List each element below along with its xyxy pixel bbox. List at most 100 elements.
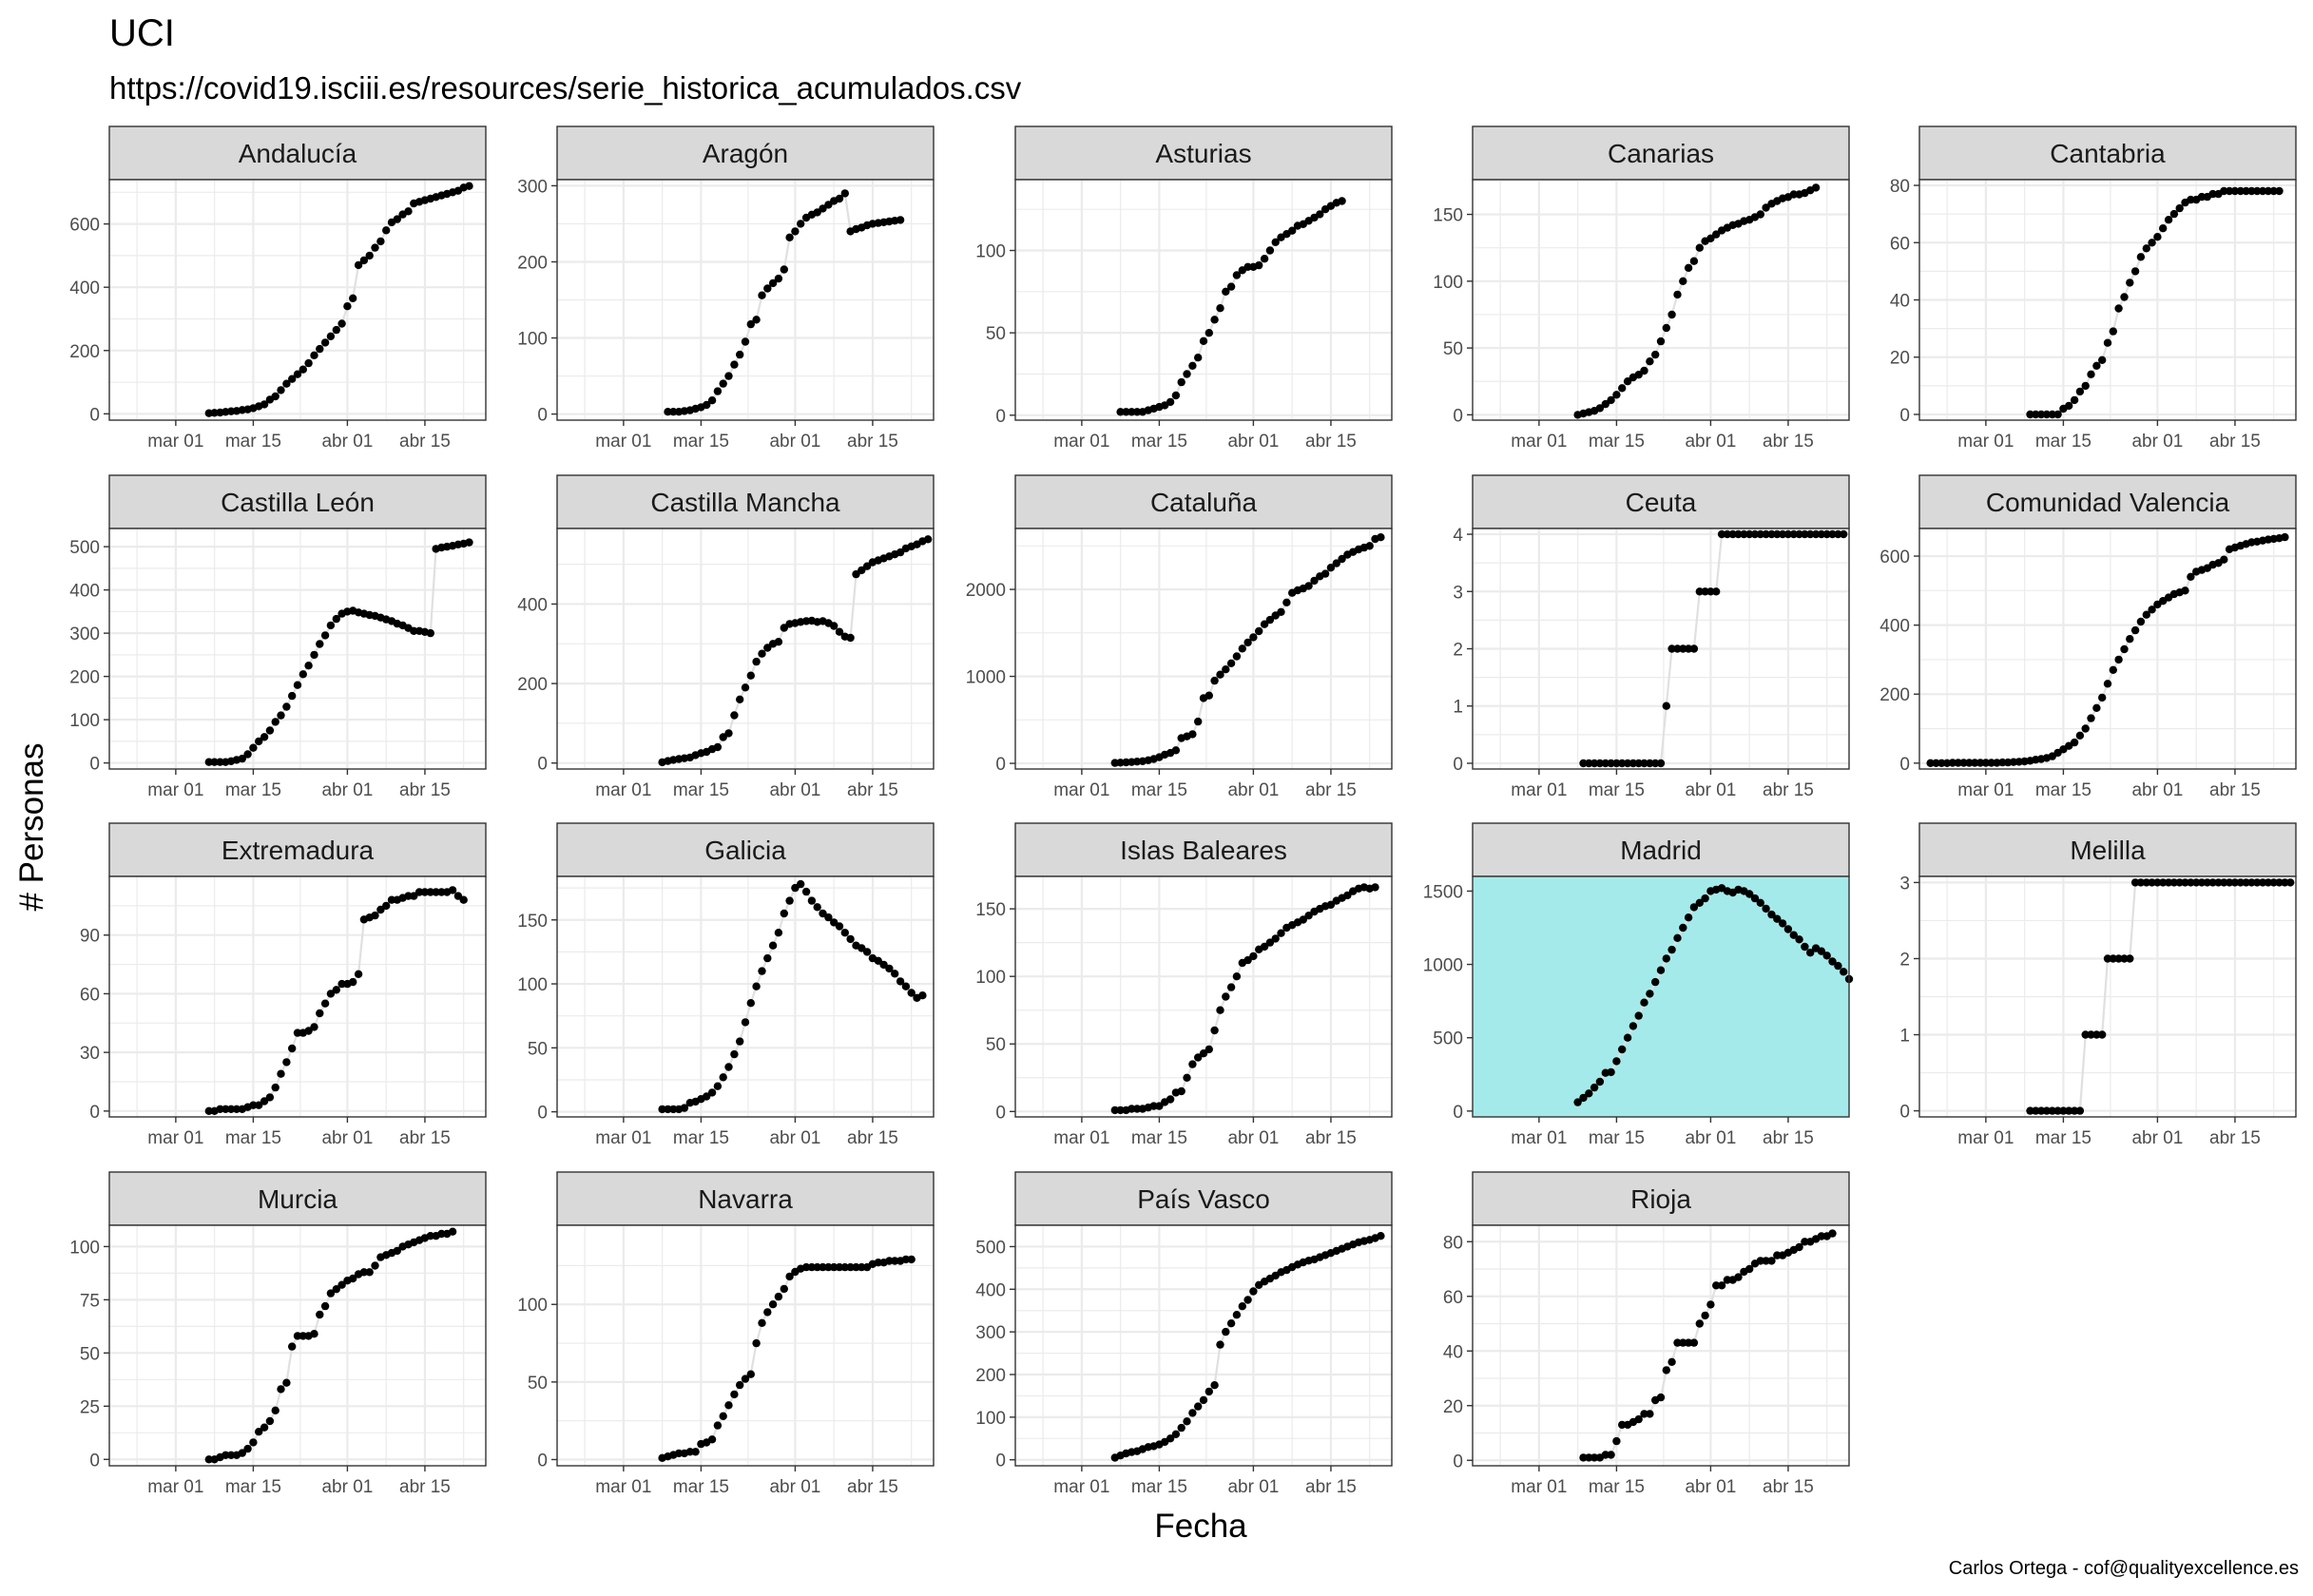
- facet-strip-label: Aragón: [703, 139, 788, 168]
- facet-andalucia: Andalucía 0 200 400 600 mar 01 mar 15 abr 01 abr…: [69, 125, 487, 452]
- data-point: [2087, 1030, 2095, 1039]
- data-point: [337, 979, 346, 989]
- panel-grid: [1015, 180, 1392, 420]
- data-point: [1789, 529, 1799, 539]
- x-tick-label: abr 15: [847, 780, 898, 800]
- data-point: [1260, 620, 1269, 628]
- x-tick-label: mar 01: [1511, 432, 1567, 452]
- data-point: [1607, 1451, 1615, 1459]
- data-point: [1932, 759, 1940, 767]
- facet-cantabria: Cantabria 0 20 40 60 80 mar 01 mar 15 abr 01 abr …: [1890, 125, 2297, 452]
- data-point: [2269, 186, 2278, 196]
- panel-grid: [1919, 529, 2296, 769]
- y-tick-label: 400: [1879, 617, 1910, 637]
- panel-grid: [109, 180, 486, 420]
- data-point: [1332, 559, 1341, 567]
- y-tick-label: 500: [69, 538, 100, 558]
- data-point: [691, 1448, 700, 1456]
- data-point: [371, 1261, 379, 1270]
- data-point: [835, 1262, 844, 1272]
- y-tick-label: 0: [995, 1452, 1006, 1471]
- y-tick-label: 0: [995, 755, 1006, 775]
- data-point: [768, 941, 778, 950]
- facet-comunidad-valencia: Comunidad Valencia 0 200 400 600 mar 01 mar 15…: [1879, 474, 2297, 800]
- data-point: [432, 888, 440, 896]
- chart-subtitle: https://covid19.isciii.es/resources/seri…: [109, 70, 1022, 106]
- data-point: [1188, 1409, 1197, 1417]
- data-point: [204, 1106, 213, 1116]
- data-point: [730, 1049, 739, 1059]
- facet-strip-label: Andalucía: [239, 139, 357, 168]
- data-point: [752, 982, 761, 990]
- x-tick-label: abr 01: [2131, 780, 2183, 800]
- y-tick-label: 0: [1453, 406, 1463, 426]
- data-point: [840, 1262, 849, 1272]
- data-point: [1656, 759, 1666, 768]
- data-point: [1618, 1045, 1627, 1054]
- y-tick-label: 100: [69, 1238, 100, 1258]
- x-tick-label: abr 15: [1763, 1128, 1814, 1148]
- data-point: [1634, 1011, 1643, 1020]
- data-point: [249, 1101, 258, 1109]
- data-point: [320, 1301, 330, 1311]
- data-point: [1601, 1451, 1610, 1459]
- data-point: [1249, 1287, 1258, 1296]
- data-point: [326, 990, 336, 998]
- panel-border: [556, 875, 935, 1118]
- data-point: [1651, 977, 1660, 987]
- data-point: [1249, 952, 1258, 961]
- data-point: [1640, 759, 1648, 768]
- data-point: [1646, 990, 1654, 998]
- data-point: [1316, 210, 1324, 219]
- facet-strip-label: País Vasco: [1137, 1184, 1270, 1214]
- data-point: [664, 408, 672, 416]
- data-point: [1194, 1053, 1203, 1062]
- x-tick-label: abr 01: [2131, 432, 2183, 452]
- data-point: [2220, 186, 2228, 196]
- data-point: [1756, 210, 1765, 219]
- data-point: [326, 332, 336, 340]
- data-point: [277, 1069, 285, 1078]
- chart-title: UCI: [109, 12, 175, 54]
- data-point: [1706, 234, 1715, 242]
- data-point: [707, 396, 717, 405]
- data-point: [320, 338, 330, 347]
- y-tick-label: 0: [537, 406, 548, 426]
- data-point: [1255, 260, 1263, 270]
- data-point: [2181, 586, 2189, 595]
- data-point: [310, 351, 318, 359]
- panel-highlight-background: [1473, 876, 1849, 1117]
- data-point: [901, 982, 911, 990]
- data-point: [393, 1246, 401, 1256]
- data-point: [2258, 878, 2267, 887]
- panel-grid: [1473, 180, 1849, 420]
- data-point: [459, 895, 468, 904]
- x-tick-label: mar 15: [225, 1128, 281, 1148]
- data-point: [1723, 529, 1732, 539]
- data-point: [1926, 759, 1935, 767]
- data-point: [316, 1310, 324, 1319]
- data-point: [2126, 279, 2134, 287]
- data-point: [835, 922, 844, 931]
- panel-grid: [1015, 1225, 1392, 1466]
- data-point: [1238, 1302, 1247, 1311]
- y-tick-label: 100: [975, 1409, 1006, 1429]
- data-point: [1132, 408, 1142, 416]
- y-tick-label: 0: [89, 405, 100, 425]
- panel-background: [1015, 876, 1392, 1117]
- y-tick-label: 100: [517, 330, 548, 350]
- y-tick-label: 30: [80, 1044, 100, 1064]
- data-point: [2181, 878, 2189, 887]
- data-point: [349, 294, 357, 302]
- panel-grid: [557, 1225, 934, 1466]
- x-tick-label: mar 01: [595, 1477, 651, 1497]
- data-point: [1723, 1276, 1732, 1284]
- data-point: [2187, 572, 2195, 581]
- data-point: [1590, 759, 1599, 768]
- data-point: [243, 1444, 252, 1453]
- data-point: [918, 991, 927, 1000]
- data-point: [1656, 337, 1666, 346]
- y-tick-label: 100: [69, 711, 100, 731]
- data-point: [1183, 370, 1191, 378]
- data-point: [1684, 644, 1693, 653]
